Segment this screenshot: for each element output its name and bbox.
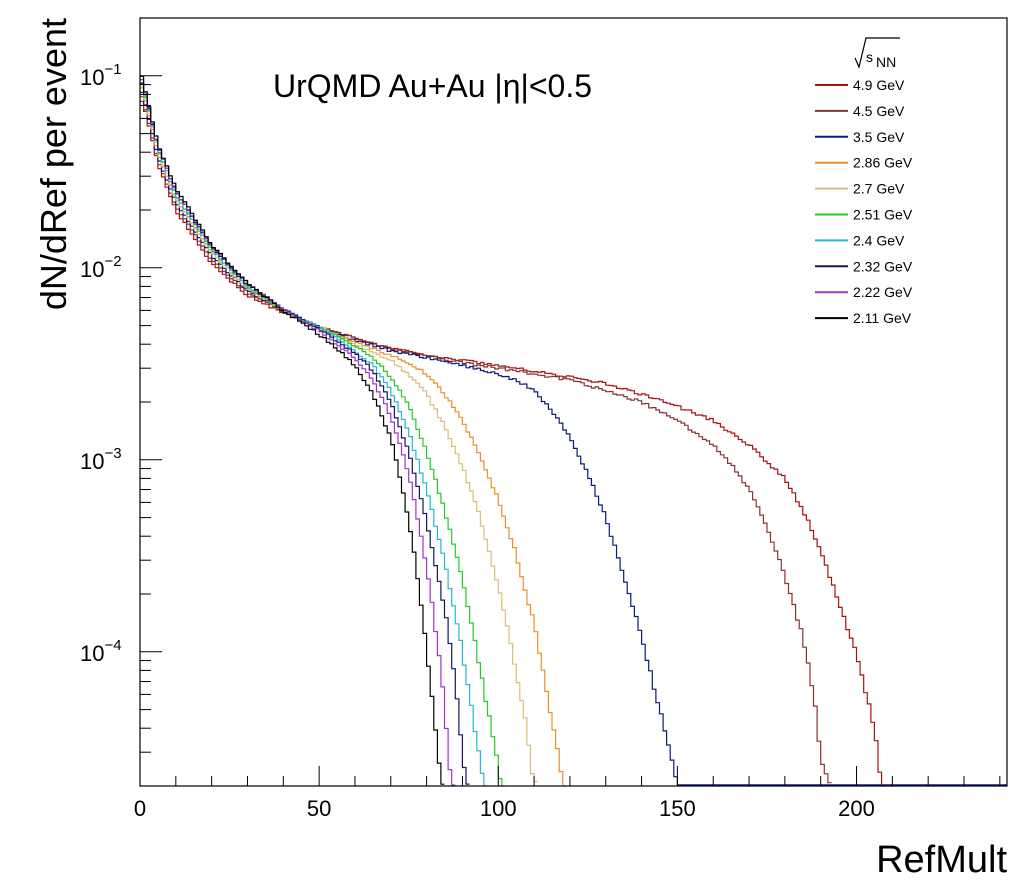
legend-label: 2.51 GeV bbox=[853, 207, 913, 223]
legend-entry: 4.9 GeV bbox=[815, 77, 905, 93]
legend-entry: 2.7 GeV bbox=[815, 181, 905, 197]
legend-label: 2.11 GeV bbox=[853, 310, 912, 326]
legend-entry: 4.5 GeV bbox=[815, 103, 905, 119]
ticks-layer: 0 50 100 150 200 10−1 10−2 10−3 10−4 bbox=[80, 17, 1001, 821]
x-tick-label: 0 bbox=[134, 796, 146, 821]
x-tick-label: 50 bbox=[307, 796, 331, 821]
legend-label: 4.9 GeV bbox=[853, 77, 905, 93]
y-tick-label: 10−4 bbox=[80, 637, 122, 666]
series-line bbox=[140, 82, 488, 787]
legend-entry: 2.11 GeV bbox=[815, 310, 912, 326]
series-line bbox=[140, 100, 886, 787]
sqrt-sign-icon bbox=[854, 37, 900, 69]
chart-title: UrQMD Au+Au |η|<0.5 bbox=[273, 68, 592, 104]
legend-entry: 2.51 GeV bbox=[815, 207, 913, 223]
legend-label: 4.5 GeV bbox=[853, 103, 905, 119]
y-tick-label: 10−3 bbox=[80, 445, 122, 474]
legend-label: 2.32 GeV bbox=[853, 258, 913, 274]
legend-entry: 2.4 GeV bbox=[815, 232, 905, 248]
legend-label: 3.5 GeV bbox=[853, 129, 905, 145]
series-layer bbox=[140, 75, 1007, 787]
legend-label: 2.7 GeV bbox=[853, 181, 905, 197]
series-line bbox=[140, 91, 681, 787]
legend-label: 2.4 GeV bbox=[853, 232, 905, 248]
legend-entry: 2.86 GeV bbox=[815, 155, 913, 171]
legend-title: s NN bbox=[854, 37, 900, 70]
legend-entries: 4.9 GeV 4.5 GeV 3.5 GeV 2.86 GeV 2.7 GeV 2.51… bbox=[815, 77, 913, 326]
y-tick-label: 10−1 bbox=[80, 61, 122, 90]
x-tick-label: 150 bbox=[659, 796, 696, 821]
series-line bbox=[140, 75, 445, 785]
legend-title-subscript: NN bbox=[876, 54, 896, 70]
legend-entry: 2.32 GeV bbox=[815, 258, 913, 274]
x-tick-label: 200 bbox=[838, 796, 875, 821]
legend-entry: 3.5 GeV bbox=[815, 129, 905, 145]
x-tick-label: 100 bbox=[480, 796, 517, 821]
legend: s NN 4.9 GeV 4.5 GeV 3.5 GeV 2.86 GeV 2.7 Ge… bbox=[815, 37, 913, 326]
x-axis-title: RefMult bbox=[876, 839, 1007, 881]
legend-entry: 2.22 GeV bbox=[815, 284, 913, 300]
legend-label: 2.86 GeV bbox=[853, 155, 913, 171]
legend-label: 2.22 GeV bbox=[853, 284, 913, 300]
y-tick-label: 10−2 bbox=[80, 253, 122, 282]
y-axis-title: dN/dRef per event bbox=[33, 18, 74, 310]
plot-frame bbox=[139, 17, 1008, 787]
legend-title-s: s bbox=[866, 49, 873, 65]
